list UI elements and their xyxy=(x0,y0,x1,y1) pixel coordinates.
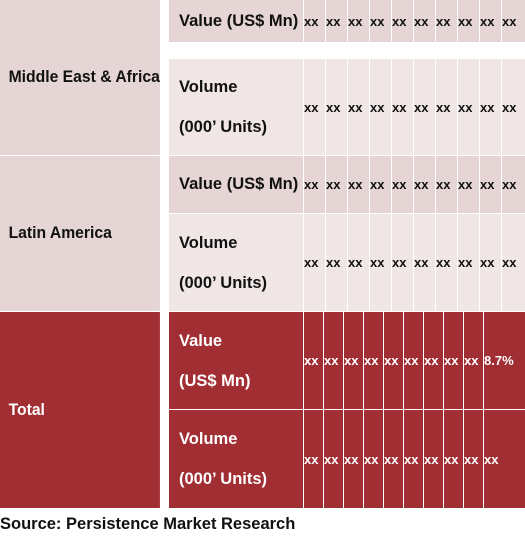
value-cell: xx xyxy=(436,156,458,213)
value-cell: xx xyxy=(324,312,344,409)
region-label: Latin America xyxy=(0,156,160,311)
value-cell: xx xyxy=(414,0,436,42)
value-cell: xx xyxy=(392,0,414,42)
volume-cell: xx xyxy=(326,214,348,311)
value-cell: xx xyxy=(424,312,444,409)
value-cell: xx xyxy=(304,312,324,409)
volume-cell: xx xyxy=(458,214,480,311)
volume-metric-label: Volume (000’ Units) xyxy=(169,214,303,311)
volume-cell: xx xyxy=(370,214,392,311)
value-cell: xx xyxy=(392,156,414,213)
value-cell: xx xyxy=(348,0,370,42)
volume-cell: xx xyxy=(502,59,525,155)
value-cell: xx xyxy=(404,312,424,409)
volume-cell: xx xyxy=(304,410,324,508)
volume-label-line2: (000’ Units) xyxy=(179,118,268,136)
volume-cell: xx xyxy=(424,410,444,508)
value-cells: xx xx xx xx xx xx xx xx xx 8.7% xyxy=(304,312,525,409)
value-label-line2: (US$ Mn) xyxy=(179,371,251,390)
region-label: Total xyxy=(0,312,160,508)
value-cell: xx xyxy=(326,0,348,42)
divider xyxy=(169,58,525,59)
value-cell: xx xyxy=(370,0,392,42)
volume-cell: xx xyxy=(348,214,370,311)
volume-cell: xx xyxy=(436,214,458,311)
divider xyxy=(303,0,304,508)
volume-label-line1: Volume xyxy=(179,78,238,96)
value-cell: xx xyxy=(384,312,404,409)
value-cell: xx xyxy=(326,156,348,213)
value-cell: xx xyxy=(444,312,464,409)
divider xyxy=(169,409,525,410)
volume-metric-label: Volume (000’ Units) xyxy=(169,59,303,155)
volume-label-line2: (000’ Units) xyxy=(179,470,268,488)
volume-label-line1: Volume xyxy=(179,233,238,252)
value-metric-label: Value (US$ Mn) xyxy=(169,156,303,213)
volume-label-line2: (000’ Units) xyxy=(179,273,268,292)
volume-cell: xx xyxy=(348,59,370,155)
value-cell: xx xyxy=(304,0,326,42)
region-label: Middle East & Africa xyxy=(0,0,160,155)
cagr-cell: 8.7% xyxy=(484,312,525,409)
value-cell: xx xyxy=(414,156,436,213)
source-note: Source: Persistence Market Research xyxy=(0,515,296,533)
volume-cell: xx xyxy=(480,59,502,155)
volume-cell: xx xyxy=(392,214,414,311)
value-cell: xx xyxy=(364,312,384,409)
volume-label-line1: Volume xyxy=(179,430,238,448)
value-cell: xx xyxy=(458,156,480,213)
volume-cell: xx xyxy=(464,410,484,508)
volume-cell: xx xyxy=(324,410,344,508)
volume-cell: xx xyxy=(304,59,326,155)
volume-cell: xx xyxy=(392,59,414,155)
value-cell: xx xyxy=(344,312,364,409)
value-cell: xx xyxy=(502,156,525,213)
volume-cells: xx xx xx xx xx xx xx xx xx xx xyxy=(304,214,525,311)
volume-cell: xx xyxy=(414,59,436,155)
divider xyxy=(169,213,525,214)
volume-cell: xx xyxy=(326,59,348,155)
value-cell: xx xyxy=(502,0,525,42)
value-cell: xx xyxy=(464,312,484,409)
value-cell: xx xyxy=(480,0,502,42)
value-cell: xx xyxy=(348,156,370,213)
volume-cell: xx xyxy=(458,59,480,155)
value-cell: xx xyxy=(436,0,458,42)
value-metric-label: Value (US$ Mn) xyxy=(169,312,303,409)
value-label-line1: Value xyxy=(179,331,223,350)
volume-cells: xx xx xx xx xx xx xx xx xx xx xyxy=(304,410,525,508)
volume-cell: xx xyxy=(436,59,458,155)
divider xyxy=(0,155,525,156)
volume-cell: xx xyxy=(480,214,502,311)
value-cell: xx xyxy=(304,156,326,213)
value-cell: xx xyxy=(458,0,480,42)
volume-cell: xx xyxy=(384,410,404,508)
volume-cell: xx xyxy=(484,410,525,508)
value-cells: xx xx xx xx xx xx xx xx xx xx xyxy=(304,0,525,42)
volume-cells: xx xx xx xx xx xx xx xx xx xx xyxy=(304,59,525,155)
volume-cell: xx xyxy=(370,59,392,155)
volume-cell: xx xyxy=(304,214,326,311)
divider xyxy=(0,311,525,312)
volume-cell: xx xyxy=(404,410,424,508)
value-cell: xx xyxy=(370,156,392,213)
volume-cell: xx xyxy=(344,410,364,508)
volume-metric-label: Volume (000’ Units) xyxy=(169,410,303,508)
volume-cell: xx xyxy=(414,214,436,311)
volume-cell: xx xyxy=(444,410,464,508)
value-cells: xx xx xx xx xx xx xx xx xx xx xyxy=(304,156,525,213)
value-cell: xx xyxy=(480,156,502,213)
divider xyxy=(168,0,169,508)
value-metric-label: Value (US$ Mn) xyxy=(169,0,303,42)
volume-cell: xx xyxy=(502,214,525,311)
volume-cell: xx xyxy=(364,410,384,508)
divider xyxy=(0,508,525,509)
divider xyxy=(169,42,525,43)
